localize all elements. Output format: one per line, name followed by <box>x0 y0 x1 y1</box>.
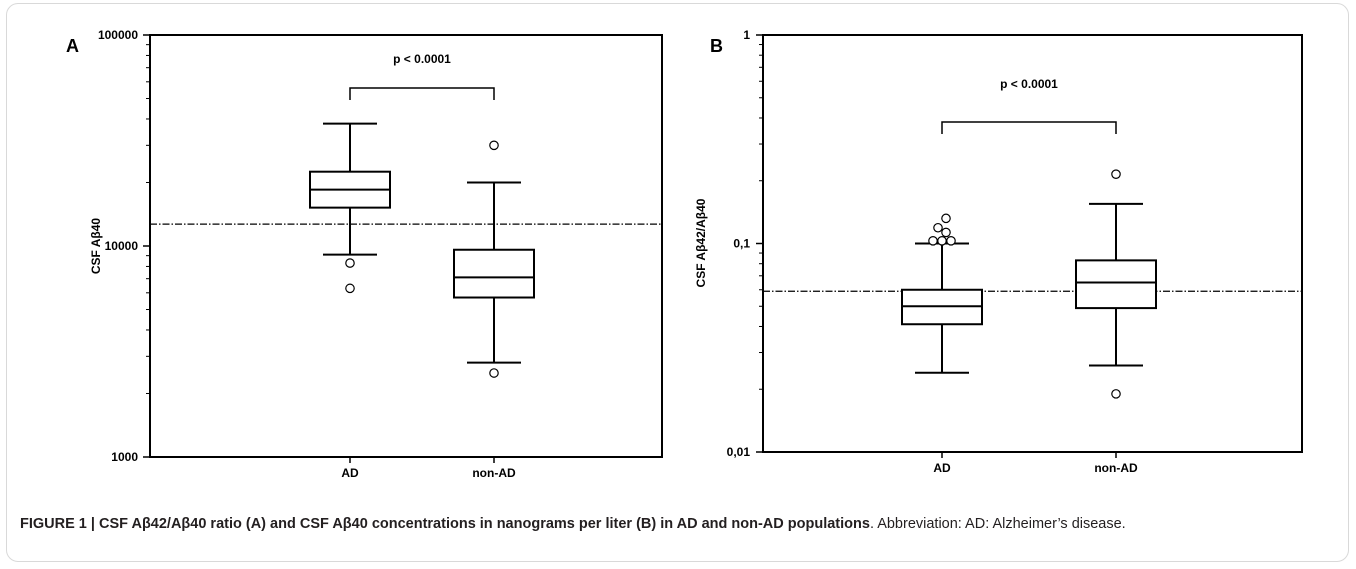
figure-caption: FIGURE 1 | CSF Aβ42/Aβ40 ratio (A) and C… <box>20 515 1336 534</box>
y-tick-label: 1000 <box>111 450 138 464</box>
box-iqr <box>1075 259 1157 310</box>
y-tick-label: 1 <box>743 28 750 42</box>
y-tick-label: 100000 <box>98 28 138 42</box>
outlier-point <box>941 227 951 238</box>
outlier-point <box>941 213 951 224</box>
x-tick-label: non-AD <box>1094 461 1138 475</box>
box-non-AD <box>1075 169 1157 399</box>
outlier-point <box>1111 169 1121 179</box>
x-tick-label: AD <box>933 461 951 475</box>
outlier-point <box>489 368 499 378</box>
x-tick-label: non-AD <box>472 466 516 480</box>
y-axis-label: CSF Aβ40 <box>89 218 103 275</box>
plot-frame <box>762 34 1303 453</box>
outlier-point <box>937 236 947 246</box>
panel-label: A <box>66 36 79 56</box>
figure-plots: 1000 10000 100000 CSF Aβ40 A AD non-AD p < 0.00… <box>66 28 1303 480</box>
caption-bold: FIGURE 1 | CSF Aβ42/Aβ40 ratio (A) and C… <box>20 516 870 532</box>
significance-bracket <box>941 121 1117 134</box>
significance-bracket <box>349 87 495 100</box>
y-tick-label: 0,01 <box>727 445 751 459</box>
box-non-AD <box>453 140 535 378</box>
y-tick-label: 0,1 <box>733 237 750 251</box>
outlier-point <box>1111 389 1121 399</box>
plot-frame <box>149 34 663 458</box>
figure-frame <box>6 3 1349 562</box>
x-tick-label: AD <box>341 466 359 480</box>
outlier-point <box>345 283 355 294</box>
outlier-point <box>928 236 938 246</box>
box-iqr <box>453 248 535 299</box>
outlier-point <box>946 236 956 246</box>
outlier-point <box>489 140 499 151</box>
box-AD <box>309 122 391 294</box>
y-tick-label: 10000 <box>105 239 139 253</box>
outlier-point <box>933 222 943 233</box>
significance-label: p < 0.0001 <box>1000 77 1058 91</box>
caption-rest: . Abbreviation: AD: Alzheimer’s disease. <box>869 516 1126 532</box>
chart-panel-B: 0,01 0,1 1 CSF Aβ42/Aβ40 B AD non-AD p < 0.0001 <box>694 28 1303 475</box>
chart-panel-A: 1000 10000 100000 CSF Aβ40 A AD non-AD p < 0.00… <box>66 28 663 480</box>
box-AD <box>901 213 983 374</box>
outlier-point <box>345 258 355 268</box>
significance-label: p < 0.0001 <box>393 52 451 66</box>
panel-label: B <box>710 36 723 56</box>
y-axis-label: CSF Aβ42/Aβ40 <box>694 198 708 287</box>
